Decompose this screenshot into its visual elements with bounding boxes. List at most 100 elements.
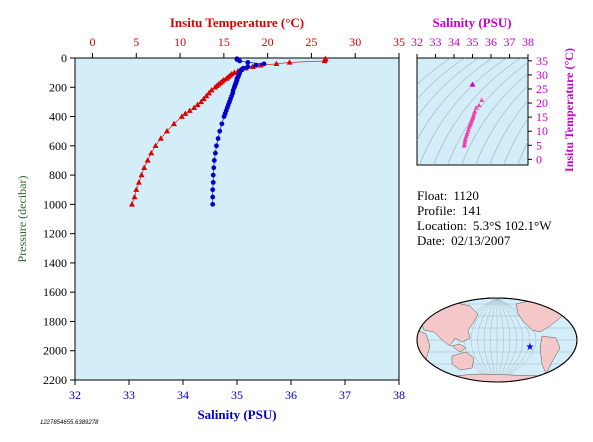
ts-y-tick-label: 25	[536, 82, 548, 96]
salinity-point	[217, 128, 223, 134]
temperature-point	[286, 59, 293, 65]
density-contour	[517, 141, 528, 165]
temperature-point	[186, 107, 193, 113]
pressure-tick-label: 200	[49, 80, 67, 94]
temperature-point	[194, 101, 201, 108]
ts-plot-area	[416, 57, 529, 166]
ts-point	[462, 137, 468, 143]
temperature-point	[163, 127, 170, 134]
globe-outline	[416, 297, 578, 383]
density-contour	[419, 58, 508, 165]
ts-surface-point	[469, 81, 476, 87]
temperature-point	[178, 113, 185, 119]
temp-tick-label: 5	[133, 35, 139, 49]
main-plot-area	[74, 57, 400, 381]
temp-tick-label: 25	[305, 35, 317, 49]
ts-point	[476, 102, 482, 108]
location-value: 5.3°S 102.1°W	[472, 218, 552, 233]
temperature-point	[321, 57, 328, 64]
salinity-point	[211, 158, 217, 163]
salinity-point	[245, 64, 251, 70]
pressure-tick-label: 1400	[43, 256, 67, 270]
temperature-series	[128, 55, 329, 207]
main-pressure-axis-title: Pressure (decibar)	[15, 176, 29, 263]
float-label: Float:	[417, 188, 448, 203]
salinity-point	[215, 136, 221, 141]
temperature-point	[128, 201, 135, 207]
info-float: Float: 1120	[417, 188, 479, 204]
ts-point	[462, 139, 468, 145]
temperature-point	[273, 60, 280, 67]
temp-tick-label: 15	[218, 35, 230, 49]
ts-point	[479, 97, 485, 103]
pressure-tick-label: 2200	[43, 373, 67, 387]
graticule-meridian	[483, 298, 498, 382]
temp-tick-label: 10	[174, 35, 186, 49]
density-contour	[475, 85, 528, 165]
ts-x-tick-label: 37	[504, 35, 516, 49]
salinity-point	[210, 201, 216, 207]
ts-y-tick-label: 30	[536, 68, 548, 82]
ts-point	[466, 124, 472, 129]
world-map-inset: ★	[416, 297, 578, 383]
ts-x-tick-label: 36	[485, 35, 497, 49]
float-value: 1120	[453, 188, 479, 203]
main-temperature-axis-title: Insitu Temperature (°C)	[170, 15, 304, 30]
ts-y-tick-label: 35	[536, 54, 548, 68]
graticule-meridian	[477, 298, 498, 382]
salinity-point	[261, 61, 267, 67]
salinity-point	[210, 180, 216, 185]
pressure-tick-label: 1600	[43, 285, 67, 299]
sal-tick-label: 34	[177, 388, 189, 402]
location-label: Location:	[417, 218, 467, 233]
sal-tick-label: 38	[393, 388, 405, 402]
temp-tick-label: 20	[262, 35, 274, 49]
ts-x-tick-label: 32	[411, 35, 423, 49]
footer-id: 1227854655.6389278	[40, 420, 99, 426]
ts-salinity-ticks: 32 33 34 35 36 37 38	[411, 35, 534, 58]
main-salinity-axis-title: Salinity (PSU)	[197, 407, 276, 422]
main-profile-chart: Insitu Temperature (°C) 0 5 10 15 20 25 30 35 S…	[15, 15, 405, 422]
salinity-series	[210, 56, 267, 207]
density-contour	[417, 58, 466, 100]
sal-tick-label: 35	[231, 388, 243, 402]
pressure-tick-label: 1000	[43, 197, 67, 211]
pressure-tick-label: 2000	[43, 344, 67, 358]
ts-y-tick-label: 5	[536, 138, 542, 152]
salinity-point	[219, 121, 225, 127]
sal-tick-label: 36	[285, 388, 297, 402]
graticule-meridian	[496, 298, 517, 382]
ts-y-tick-label: 10	[536, 124, 548, 138]
salinity-point	[213, 150, 218, 156]
temperature-point	[144, 157, 151, 163]
main-temperature-ticks: 0 5 10 15 20 25 30 35	[90, 35, 405, 58]
salinity-point	[210, 194, 216, 200]
temp-tick-label: 30	[349, 35, 361, 49]
south-america-landmass	[539, 335, 561, 375]
ts-point	[461, 143, 467, 148]
salinity-point	[210, 187, 216, 193]
temperature-point	[257, 62, 264, 68]
density-contour	[417, 58, 494, 141]
ts-x-tick-label: 34	[448, 35, 460, 49]
temperature-point	[212, 84, 219, 90]
salinity-point	[210, 172, 216, 178]
ts-y-tick-label: 20	[536, 96, 548, 110]
temperature-point	[157, 135, 164, 141]
temperature-point	[148, 149, 155, 156]
density-contour	[417, 58, 480, 118]
graticule-meridian	[496, 298, 511, 382]
info-profile: Profile: 141	[417, 203, 482, 219]
density-contour	[447, 62, 528, 165]
profile-label: Profile:	[417, 203, 456, 218]
main-pressure-ticks: 0 200 400 600 800 1000 1200 1400 1600 1800 2000 220…	[43, 51, 75, 387]
date-label: Date:	[417, 233, 446, 248]
density-contour	[433, 58, 522, 165]
salinity-point	[211, 165, 217, 171]
density-contour	[503, 118, 528, 165]
temperature-point	[191, 104, 198, 110]
pressure-tick-label: 0	[61, 51, 67, 65]
graticule-meridian	[496, 298, 530, 382]
